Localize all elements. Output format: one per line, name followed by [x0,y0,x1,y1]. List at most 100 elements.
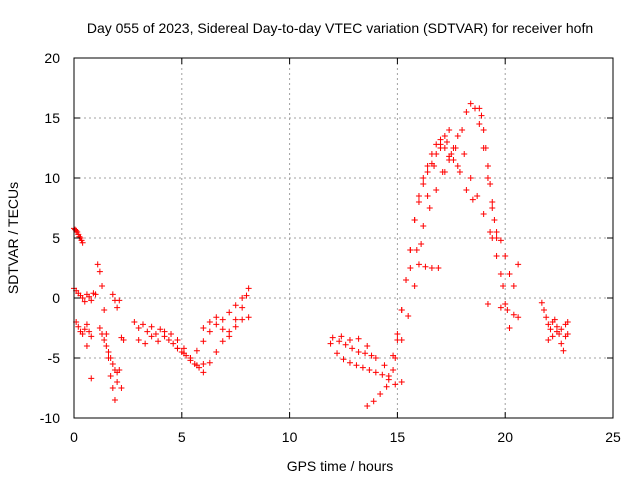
data-point [502,301,509,307]
data-point [420,223,427,229]
y-tick-label: -5 [48,350,61,366]
data-point [362,350,369,357]
data-point [448,151,455,157]
data-point [200,369,207,376]
data-point [200,361,207,367]
series-seg-r [415,261,442,271]
data-point [139,321,146,328]
series-seg-e [96,325,121,376]
data-point [79,239,86,246]
data-point [187,355,194,361]
data-point [504,307,511,313]
data-point [413,247,420,253]
y-tick-label: 15 [44,110,60,126]
data-point [346,359,353,366]
data-point [226,333,233,340]
data-point [515,261,522,268]
y-tick-label: 20 [44,50,60,66]
data-point [422,263,429,270]
data-point [193,347,200,354]
y-tick-label: 5 [52,230,60,246]
data-point [372,355,379,361]
data-point [394,331,401,337]
data-point [88,375,95,382]
data-point [418,241,425,247]
series-seg-b [71,285,99,305]
data-point [148,323,155,330]
data-point [487,229,494,235]
data-point [170,340,177,347]
data-point [435,265,442,271]
data-point [101,337,108,343]
data-point [86,293,93,300]
data-point [120,337,127,343]
data-point [157,326,164,333]
data-point [338,333,345,340]
data-point [415,261,422,268]
series-seg-v [497,304,522,321]
series-seg-q [407,100,509,307]
data-point [558,340,565,347]
data-point [383,383,390,390]
series-seg-u [484,229,522,307]
data-point [510,283,517,289]
data-point [79,295,86,301]
data-point [109,291,116,298]
data-point [478,112,485,119]
data-point [232,316,239,323]
data-point [467,175,474,181]
data-point [463,187,470,193]
data-point [111,397,118,403]
data-point [484,301,491,307]
data-point [155,338,162,345]
x-tick-label: 0 [70,429,78,445]
data-point [142,340,149,347]
data-point [372,369,379,376]
data-point [88,333,95,340]
data-point [446,127,453,133]
data-point [213,314,220,321]
data-point [76,233,83,240]
data-point [497,304,504,311]
grid [74,58,613,418]
data-point [506,271,513,277]
data-point [245,285,252,292]
data-point [377,391,384,397]
y-axis-label: SDTVAR / TECUs [5,182,21,294]
data-point [411,283,418,289]
data-point [213,321,220,328]
data-point [437,145,444,151]
data-point [489,235,496,241]
data-point [441,169,448,175]
data-point [443,139,450,145]
data-point [398,307,405,313]
data-point [424,163,431,169]
data-point [92,291,99,298]
series-seg-o [364,127,461,409]
data-points [71,100,571,409]
series-seg-c [73,319,95,340]
data-point [340,356,347,363]
data-point [407,265,414,271]
data-point [109,361,116,367]
data-point [541,307,548,313]
data-point [206,359,213,366]
data-point [452,145,459,151]
data-point [474,193,481,199]
data-point [431,163,438,169]
data-point [543,314,550,321]
data-point [107,373,114,379]
data-point [553,328,560,335]
data-point [510,311,517,318]
data-point [327,340,334,347]
data-point [480,211,487,217]
data-point [538,299,545,306]
data-point [467,100,474,107]
data-point [239,295,246,301]
data-point [334,350,341,357]
series-seg-x [545,321,571,343]
data-point [152,331,159,337]
data-point [116,297,123,304]
